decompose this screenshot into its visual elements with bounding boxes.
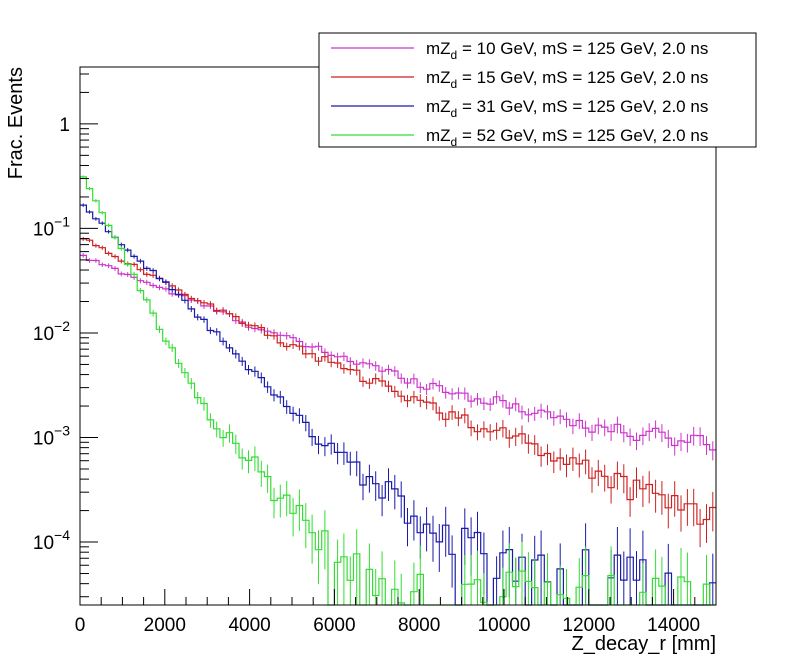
y-tick-label: 1	[59, 115, 70, 136]
legend-box	[318, 32, 757, 148]
legend: mZd = 10 GeV, mS = 125 GeV, 2.0 ns mZd = …	[318, 32, 757, 149]
series-line	[80, 238, 716, 525]
y-axis-title: Frac. Events	[5, 67, 27, 179]
series-layer	[80, 175, 716, 606]
legend-entry: mZd = 52 GeV, mS = 125 GeV, 2.0 ns	[426, 126, 708, 149]
y-tick-label: 10−4	[33, 527, 70, 554]
x-tick-label: 2000	[144, 615, 186, 636]
legend-entry: mZd = 10 GeV, mS = 125 GeV, 2.0 ns	[426, 39, 708, 62]
series-2	[80, 236, 716, 548]
ticks-layer: 0 2000 4000 6000 8000 10000 12000 14000 10−4 10−3…	[33, 73, 717, 636]
x-axis-title: Z_decay_r [mm]	[572, 633, 716, 655]
x-tick-label: 14000	[647, 615, 700, 636]
y-tick-label: 10−3	[33, 423, 70, 450]
x-tick-label: 10000	[478, 615, 531, 636]
legend-entry: mZd = 31 GeV, mS = 125 GeV, 2.0 ns	[426, 97, 708, 120]
y-tick-label: 10−2	[33, 318, 70, 345]
x-tick-label: 12000	[562, 615, 615, 636]
x-tick-label: 6000	[313, 615, 355, 636]
x-tick-label: 0	[75, 615, 86, 636]
legend-entry: mZd = 15 GeV, mS = 125 GeV, 2.0 ns	[426, 68, 708, 91]
x-tick-label: 4000	[228, 615, 270, 636]
x-tick-label: 8000	[398, 615, 440, 636]
y-tick-label: 10−1	[33, 213, 70, 240]
series-line	[80, 204, 716, 606]
